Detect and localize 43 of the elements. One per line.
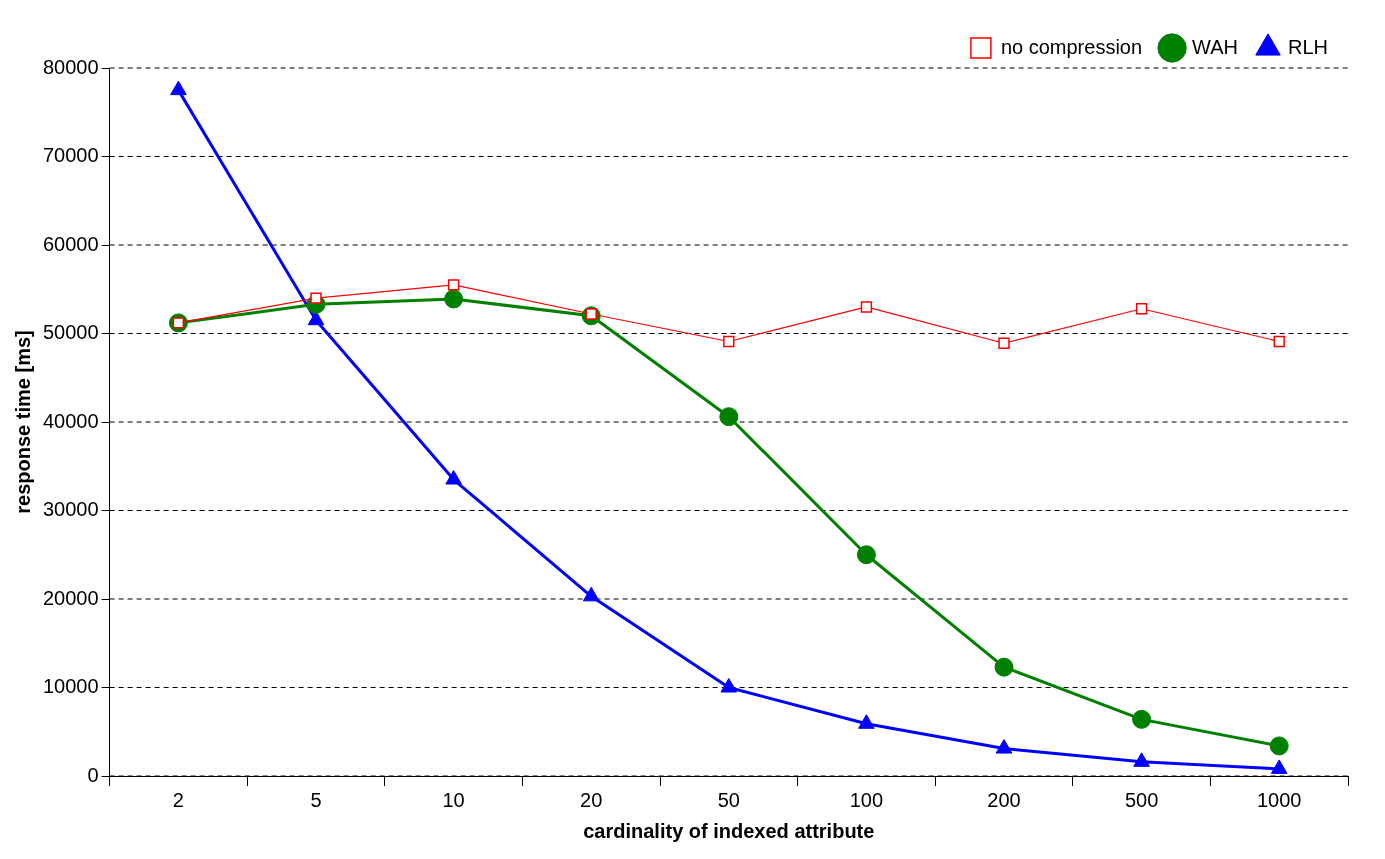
point [447,279,460,291]
x-tick-label: 20 [580,788,603,811]
point [723,335,735,348]
x-tick-label: 2 [172,788,184,811]
point [994,657,1014,677]
legend-label: WAH [1192,35,1238,58]
point [719,407,739,427]
point [1270,759,1288,774]
y-tick-label: 70000 [42,144,99,167]
point [1135,303,1148,315]
point [720,678,738,693]
y-axis-title: response time [ms] [11,330,34,514]
point [998,337,1010,349]
point [858,714,875,729]
x-tick-label: 5 [310,788,322,811]
point [444,289,464,309]
point [856,545,876,565]
point [995,739,1013,754]
x-tick-label: 1000 [1256,788,1302,811]
y-tick-label: 10000 [42,675,99,698]
x-tick-label: 50 [717,788,740,811]
point [445,470,462,485]
x-axis-title: cardinality of indexed attribute [583,819,875,842]
legend-label: no compression [1000,35,1143,58]
point [1133,752,1150,767]
point [1273,335,1285,348]
point [860,301,873,313]
y-tick-label: 20000 [42,586,99,609]
point [1269,736,1289,756]
point [582,586,600,602]
point [1132,709,1152,729]
y-tick-label: 80000 [42,55,99,78]
x-tick-label: 10 [442,788,465,811]
point [310,292,322,304]
y-tick-label: 60000 [42,232,99,255]
x-tick-label: 500 [1124,788,1159,811]
y-tick-label: 50000 [42,321,99,344]
y-tick-label: 0 [87,763,99,786]
x-tick-label: 200 [987,788,1021,811]
y-tick-label: 30000 [42,498,99,521]
legend-label: RLH [1287,35,1329,58]
x-tick-label: 100 [849,788,884,811]
y-tick-label: 40000 [42,409,99,432]
